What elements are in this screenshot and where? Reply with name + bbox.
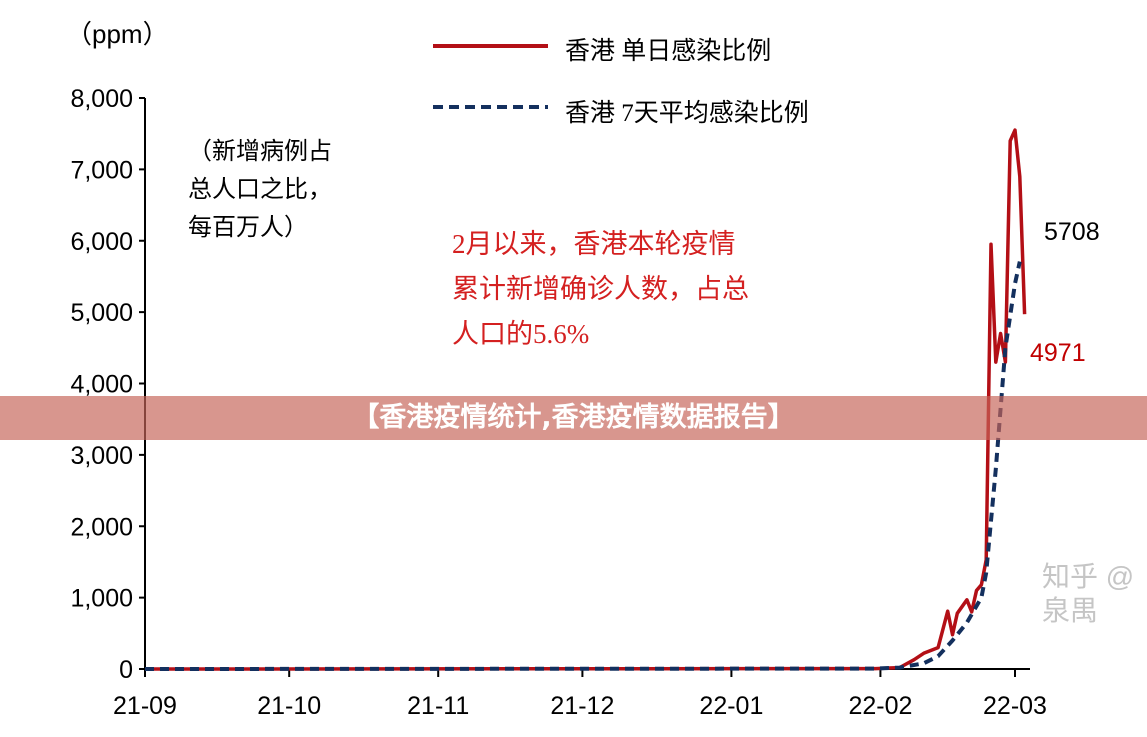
- y-tick-label: 2,000: [70, 513, 133, 541]
- series-daily-line: [144, 128, 1027, 671]
- y-tick-label: 6,000: [70, 228, 133, 256]
- end-label-7day: 5708: [1044, 218, 1100, 246]
- unit-label: （ppm）: [66, 19, 169, 49]
- y-tick-label: 1,000: [70, 585, 133, 613]
- y-tick-label: 4,000: [70, 371, 133, 399]
- watermark: 知乎 @泉禺: [1042, 561, 1135, 626]
- y-tick-label: 7,000: [70, 156, 133, 184]
- y-tick-label: 5,000: [70, 299, 133, 327]
- legend-7day: 香港 7天平均感染比例: [565, 100, 809, 127]
- x-tick-label: 21-10: [257, 692, 321, 720]
- x-tick-label: 21-12: [550, 692, 614, 720]
- end-label-daily: 4971: [1030, 339, 1086, 367]
- legend-daily: 香港 单日感染比例: [565, 38, 772, 65]
- x-tick-label: 22-02: [848, 692, 912, 720]
- title-banner: 【香港疫情统计,香港疫情数据报告】: [0, 396, 1147, 440]
- annotation-callout: 2月以来，香港本轮疫情 累计新增确诊人数，占总 人口的5.6%: [452, 229, 749, 349]
- banner-text: 【香港疫情统计,香港疫情数据报告】: [352, 402, 795, 433]
- y-tick-label: 8,000: [70, 85, 133, 113]
- annotation-note: （新增病例占 总人口之比， 每百万人）: [188, 139, 332, 241]
- x-tick-label: 21-11: [407, 692, 469, 720]
- x-tick-label: 22-01: [699, 692, 763, 720]
- y-tick-label: 0: [119, 656, 133, 684]
- series-7day-line: [144, 261, 1022, 671]
- x-tick-label: 22-03: [983, 692, 1047, 720]
- x-tick-label: 21-09: [113, 692, 177, 720]
- y-tick-label: 3,000: [70, 442, 133, 470]
